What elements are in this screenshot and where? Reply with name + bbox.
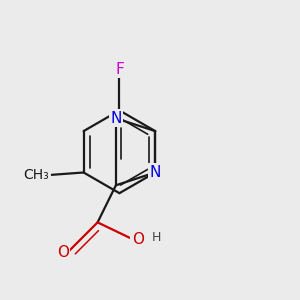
Text: N: N xyxy=(110,111,122,126)
Text: O: O xyxy=(132,232,144,247)
Text: CH₃: CH₃ xyxy=(23,168,49,182)
Text: O: O xyxy=(57,245,69,260)
Text: H: H xyxy=(152,231,161,244)
Text: F: F xyxy=(115,61,124,76)
Text: N: N xyxy=(150,165,161,180)
